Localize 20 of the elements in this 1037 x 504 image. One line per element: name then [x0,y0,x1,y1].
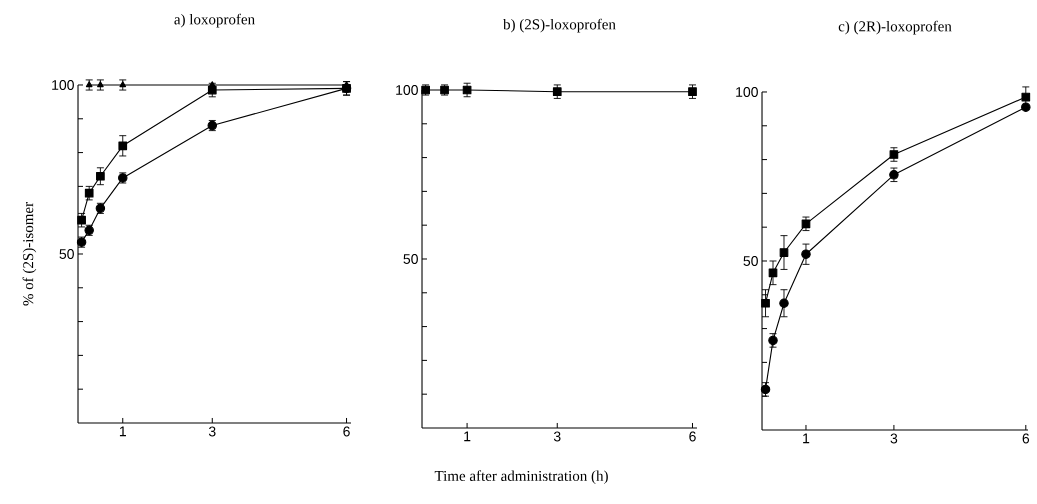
x-tick-label: 6 [343,426,350,437]
x-axis-title: Time after administration (h) [434,470,608,485]
x-tick-label: 6 [1022,433,1030,444]
x-tick-label: 1 [464,431,471,442]
y-tick-label: 50 [743,256,758,266]
x-tick-label: 3 [553,431,561,442]
chart-title: c) (2R)-loxoprofen [838,20,952,35]
x-tick-label: 6 [689,431,696,442]
x-tick-label: 1 [803,433,810,444]
y-tick-label: 50 [59,249,74,259]
x-tick-label: 1 [119,426,126,437]
y-tick-label: 50 [403,254,418,264]
chart-title: b) (2S)-loxoprofen [503,18,616,33]
y-tick-label: 100 [52,80,74,90]
y-tick-label: 100 [736,87,758,97]
y-tick-label: 100 [396,85,418,95]
x-tick-label: 3 [208,426,216,437]
x-tick-label: 3 [890,433,898,444]
y-axis-title: % of (2S)-isomer [22,202,37,306]
chart-title: a) loxoprofen [174,13,255,28]
